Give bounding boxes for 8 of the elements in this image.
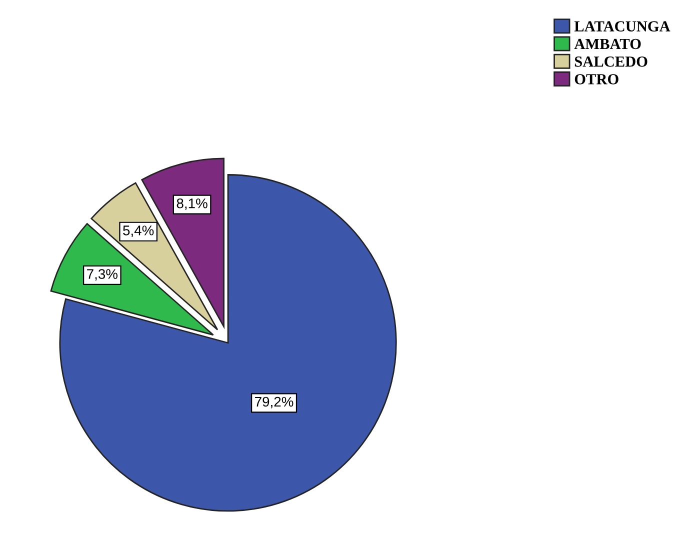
legend-label: LATACUNGA: [574, 21, 670, 32]
data-label: 5,4%: [123, 226, 154, 237]
legend-label: AMBATO: [574, 38, 641, 50]
data-label: 8,1%: [176, 198, 208, 210]
legend-label: OTRO: [574, 74, 618, 84]
data-label: 79,2%: [255, 396, 294, 408]
data-label: 7,3%: [87, 269, 118, 281]
legend-label: SALCEDO: [574, 56, 648, 67]
